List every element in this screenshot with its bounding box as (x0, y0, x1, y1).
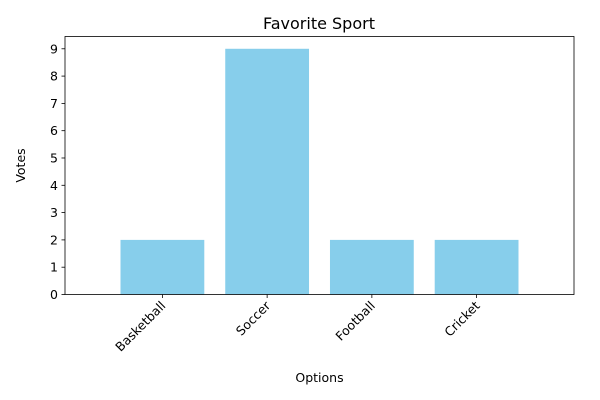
bars (120, 48, 519, 295)
y-tick-label: 1 (50, 260, 58, 275)
x-tick-label: Cricket (441, 298, 483, 340)
y-tick-label: 6 (50, 123, 58, 138)
x-tick-label: Football (332, 298, 378, 344)
x-axis: Basketball Soccer Football Cricket (112, 294, 483, 354)
y-axis: 0 1 2 3 4 5 6 7 8 9 (50, 41, 65, 302)
y-axis-label: Votes (13, 148, 28, 182)
bar-cricket (434, 239, 519, 295)
chart-title: Favorite Sport (263, 14, 375, 33)
y-tick-label: 2 (50, 232, 58, 247)
y-tick-label: 4 (50, 178, 58, 193)
bar-soccer (225, 48, 310, 295)
bar-football (329, 239, 414, 295)
plot-frame (64, 36, 575, 295)
x-tick-label: Soccer (233, 297, 274, 338)
y-tick-label: 3 (50, 205, 58, 220)
y-tick-label: 0 (50, 287, 58, 302)
y-tick-label: 5 (50, 150, 58, 165)
y-tick-label: 9 (50, 41, 58, 56)
x-tick-label: Basketball (112, 298, 168, 354)
bar-basketball (120, 239, 205, 295)
x-axis-label: Options (295, 370, 343, 385)
y-tick-label: 8 (50, 69, 58, 84)
y-tick-label: 7 (50, 96, 58, 111)
